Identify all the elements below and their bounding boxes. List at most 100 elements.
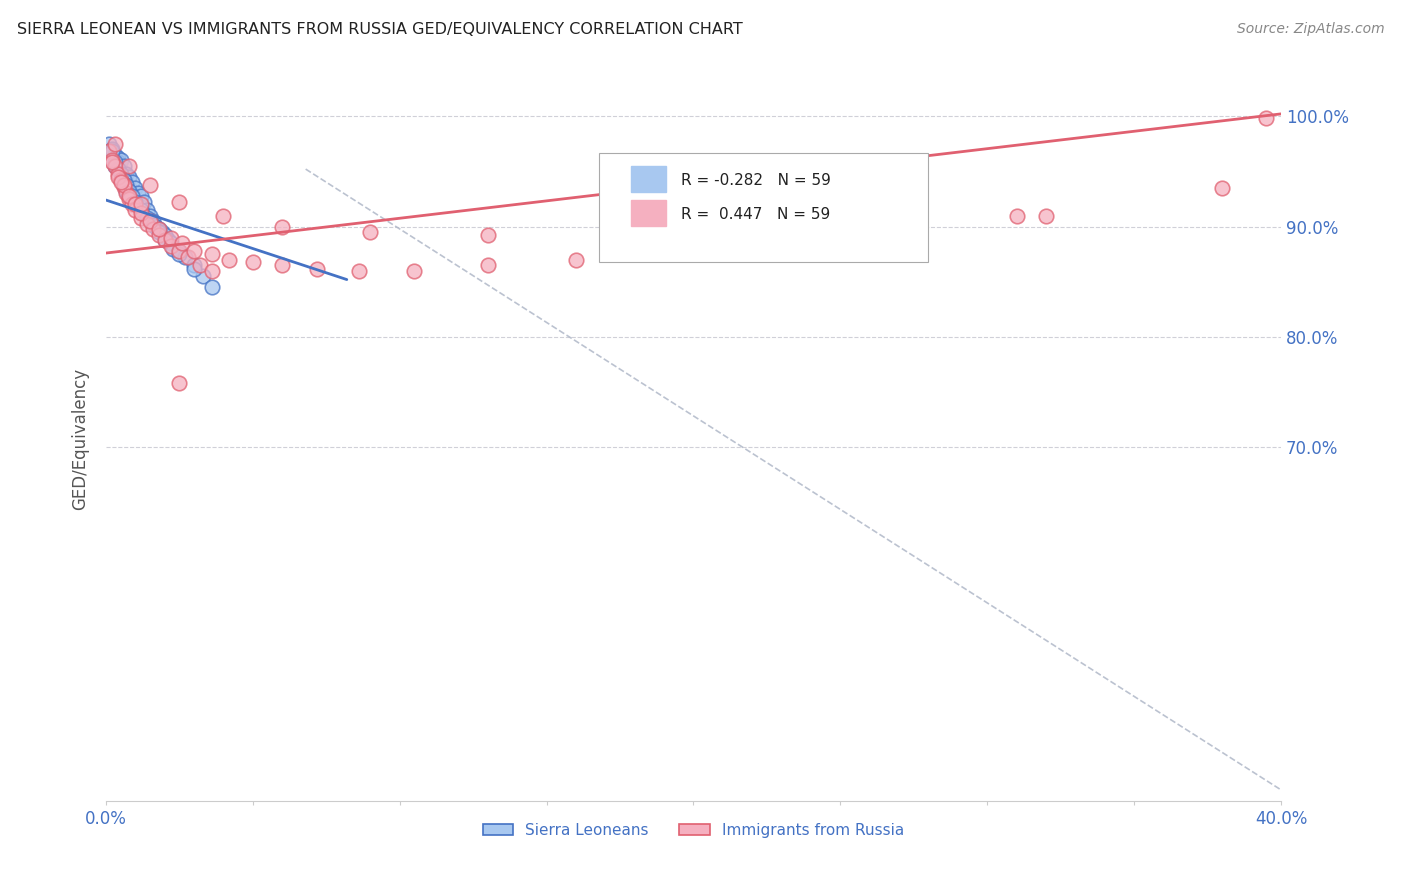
- Point: [118, 159, 141, 173]
- Point: [104, 155, 127, 169]
- Point: [169, 195, 191, 210]
- Point: [145, 219, 167, 234]
- Point: [830, 230, 852, 244]
- Point: [118, 181, 141, 195]
- Point: [162, 242, 184, 256]
- Point: [172, 236, 194, 251]
- Point: [97, 145, 120, 159]
- Point: [169, 247, 191, 261]
- Point: [159, 239, 181, 253]
- Point: [110, 164, 132, 178]
- Point: [115, 167, 138, 181]
- Point: [201, 247, 224, 261]
- Point: [477, 258, 499, 272]
- Point: [183, 258, 205, 272]
- Point: [110, 167, 132, 181]
- Point: [115, 175, 138, 189]
- Point: [242, 255, 264, 269]
- Point: [124, 181, 146, 195]
- Point: [101, 155, 124, 169]
- Point: [169, 244, 191, 258]
- Point: [148, 221, 170, 235]
- Point: [271, 258, 294, 272]
- Point: [115, 178, 138, 192]
- Text: SIERRA LEONEAN VS IMMIGRANTS FROM RUSSIA GED/EQUIVALENCY CORRELATION CHART: SIERRA LEONEAN VS IMMIGRANTS FROM RUSSIA…: [17, 22, 742, 37]
- Point: [118, 184, 141, 198]
- Text: R =  0.447   N = 59: R = 0.447 N = 59: [681, 207, 830, 222]
- Point: [183, 244, 205, 258]
- Point: [148, 228, 170, 243]
- Point: [136, 211, 159, 225]
- Point: [148, 225, 170, 239]
- Point: [1211, 181, 1233, 195]
- Point: [112, 179, 135, 194]
- Point: [127, 197, 149, 211]
- Bar: [631, 200, 666, 226]
- Point: [121, 188, 143, 202]
- Point: [101, 142, 124, 156]
- Point: [115, 184, 138, 198]
- Point: [112, 169, 135, 184]
- Point: [177, 251, 200, 265]
- Point: [115, 186, 138, 201]
- Point: [112, 178, 135, 192]
- Y-axis label: GED/Equivalency: GED/Equivalency: [72, 368, 89, 510]
- Point: [101, 153, 124, 168]
- Point: [136, 217, 159, 231]
- Point: [218, 252, 240, 267]
- Point: [212, 209, 235, 223]
- Point: [1256, 112, 1278, 126]
- Point: [347, 264, 370, 278]
- Point: [150, 225, 173, 239]
- Point: [623, 230, 645, 244]
- Point: [129, 200, 152, 214]
- Point: [118, 188, 141, 202]
- Point: [107, 155, 129, 169]
- Point: [124, 192, 146, 206]
- Point: [142, 219, 165, 233]
- Point: [404, 264, 426, 278]
- Point: [104, 159, 127, 173]
- Point: [110, 173, 132, 187]
- Point: [129, 197, 152, 211]
- Point: [136, 202, 159, 217]
- Point: [104, 147, 127, 161]
- Point: [112, 178, 135, 192]
- Point: [110, 175, 132, 189]
- Point: [153, 233, 176, 247]
- Point: [124, 202, 146, 217]
- Point: [124, 197, 146, 211]
- Text: Source: ZipAtlas.com: Source: ZipAtlas.com: [1237, 22, 1385, 37]
- Point: [201, 264, 224, 278]
- Point: [129, 206, 152, 220]
- Point: [682, 244, 704, 258]
- Point: [191, 269, 214, 284]
- Text: R = -0.282   N = 59: R = -0.282 N = 59: [681, 173, 831, 187]
- Point: [153, 233, 176, 247]
- Point: [174, 251, 197, 265]
- Point: [110, 173, 132, 187]
- Point: [153, 228, 176, 243]
- Point: [139, 209, 162, 223]
- Point: [110, 153, 132, 168]
- Point: [169, 244, 191, 258]
- Point: [359, 225, 381, 239]
- Point: [104, 136, 127, 151]
- Point: [159, 236, 181, 251]
- FancyBboxPatch shape: [599, 153, 928, 262]
- Point: [121, 175, 143, 189]
- Point: [129, 188, 152, 202]
- Point: [121, 197, 143, 211]
- Point: [139, 214, 162, 228]
- Point: [127, 186, 149, 201]
- Point: [129, 211, 152, 225]
- Point: [101, 153, 124, 168]
- Point: [1005, 209, 1028, 223]
- Point: [142, 221, 165, 235]
- Point: [307, 261, 329, 276]
- Point: [107, 169, 129, 184]
- Point: [121, 186, 143, 201]
- Point: [188, 258, 211, 272]
- Point: [477, 228, 499, 243]
- Point: [142, 214, 165, 228]
